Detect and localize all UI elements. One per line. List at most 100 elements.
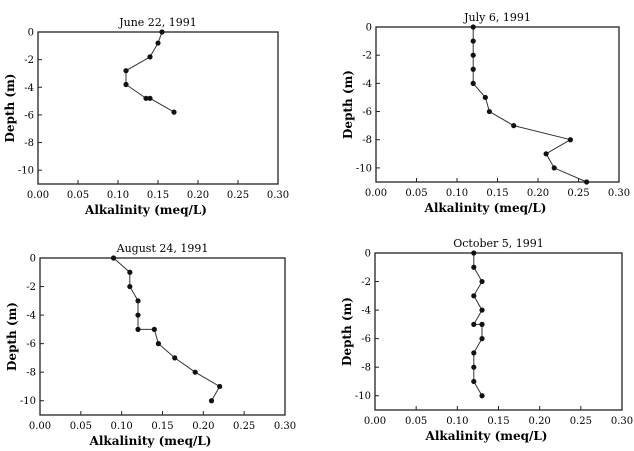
data-point	[127, 269, 133, 275]
data-point	[192, 369, 198, 375]
data-point	[471, 350, 477, 356]
data-point	[471, 378, 477, 385]
data-point	[470, 38, 476, 44]
x-tick-label: 0.10	[111, 421, 133, 432]
data-point	[147, 95, 153, 101]
x-tick-label: 0.10	[107, 190, 129, 201]
data-point	[543, 151, 549, 157]
data-point	[471, 364, 477, 370]
x-tick-label: 0.05	[70, 421, 92, 432]
chart-panel-1: June 22, 1991 0.00 0.05 0.10 0.15 0.20 0.25 0.3…	[3, 16, 289, 217]
data-point	[159, 29, 165, 35]
data-point	[155, 341, 162, 347]
x-tick-label: 0.30	[267, 190, 289, 201]
plot-frame	[39, 257, 286, 416]
data-point	[171, 109, 177, 115]
x-tick-label: 0.05	[405, 416, 427, 427]
data-point	[470, 80, 476, 86]
y-tick-label: 0	[366, 23, 372, 34]
y-tick-label: -6	[26, 339, 36, 350]
data-point	[135, 326, 141, 332]
chart-panel-4: October 5, 1991 0.00 0.05 0.10 0.15 0.20 0.25 0…	[340, 237, 633, 443]
x-tick-label: 0.30	[274, 421, 296, 432]
y-tick-label: -4	[361, 306, 371, 317]
x-tick-label: 0.15	[487, 416, 509, 427]
data-point	[208, 398, 215, 404]
y-tick-label: -6	[361, 334, 371, 345]
data-point	[486, 108, 492, 115]
x-tick-label: 0.20	[192, 421, 214, 432]
chart-title: August 24, 1991	[116, 242, 209, 255]
x-tick-label: 0.25	[233, 421, 255, 432]
y-tick-label: -8	[361, 363, 371, 374]
data-point	[470, 24, 476, 30]
x-tick-label: 0.00	[29, 421, 51, 432]
data-point	[147, 54, 153, 60]
y-tick-label: -4	[362, 79, 372, 90]
data-point	[567, 137, 574, 143]
data-point	[479, 278, 485, 285]
data-point	[471, 293, 477, 299]
data-point	[479, 336, 485, 342]
x-tick-label: 0.05	[405, 188, 427, 199]
y-tick-label: -10	[18, 166, 34, 177]
x-tick-label: 0.10	[446, 188, 468, 199]
x-tick-label: 0.20	[529, 416, 551, 427]
data-point	[123, 81, 129, 88]
x-tick-label: 0.15	[151, 421, 173, 432]
chart-title: July 6, 1991	[463, 11, 531, 24]
y-axis-label: Depth (m)	[341, 70, 355, 139]
data-point	[470, 66, 476, 72]
plot-frame	[375, 26, 620, 183]
plot-frame	[374, 252, 623, 411]
x-tick-label: 0.15	[486, 188, 508, 199]
data-point	[155, 40, 161, 46]
data-point	[123, 68, 129, 74]
x-tick-label: 0.05	[67, 190, 89, 201]
y-tick-label: -2	[26, 282, 36, 293]
data-point	[479, 321, 485, 327]
x-tick-label: 0.25	[227, 190, 249, 201]
x-tick-label: 0.00	[365, 188, 387, 199]
y-tick-label: -6	[362, 107, 372, 118]
data-point	[470, 52, 476, 58]
data-point	[584, 179, 590, 185]
x-tick-label: 0.30	[611, 416, 633, 427]
y-tick-label: -6	[24, 110, 34, 121]
x-tick-label: 0.10	[446, 416, 468, 427]
data-point	[135, 298, 141, 304]
y-tick-label: -8	[24, 138, 34, 149]
chart-title: October 5, 1991	[453, 237, 544, 250]
y-axis-label: Depth (m)	[340, 297, 354, 366]
y-tick-label: -10	[356, 163, 372, 174]
chart-title: June 22, 1991	[118, 16, 197, 29]
chart-panel-3: August 24, 1991 0.00 0.05 0.10 0.15 0.20 0.25 0…	[5, 242, 296, 448]
data-point	[471, 250, 477, 256]
x-axis-label: Alkalinity (meq/L)	[425, 429, 548, 443]
data-point	[511, 123, 517, 129]
data-point	[110, 255, 117, 261]
y-tick-label: -2	[24, 55, 34, 66]
data-point	[151, 326, 157, 332]
y-tick-label: -10	[355, 391, 371, 402]
data-point	[172, 355, 178, 361]
y-tick-label: -2	[362, 51, 372, 62]
data-point	[217, 383, 223, 390]
y-tick-label: -8	[26, 368, 36, 379]
y-tick-label: -4	[26, 311, 36, 322]
x-tick-label: 0.20	[187, 190, 209, 201]
data-point	[551, 165, 557, 171]
data-point	[135, 312, 141, 318]
x-tick-label: 0.25	[567, 188, 589, 199]
y-tick-label: -2	[361, 277, 371, 288]
x-tick-label: 0.15	[147, 190, 169, 201]
y-tick-label: -10	[20, 396, 36, 407]
y-tick-label: -8	[362, 135, 372, 146]
x-tick-label: 0.25	[570, 416, 592, 427]
x-tick-label: 0.00	[364, 416, 386, 427]
x-axis-label: Alkalinity (meq/L)	[84, 203, 207, 217]
data-point	[482, 94, 488, 101]
plot-frame	[37, 31, 279, 185]
x-axis-label: Alkalinity (meq/L)	[424, 201, 547, 215]
